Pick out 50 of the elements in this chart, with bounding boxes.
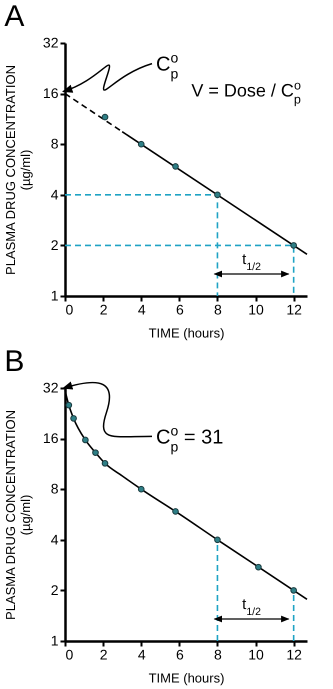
point xyxy=(138,140,145,148)
annotation: C$_{p}$$^{o}$ = 31 xyxy=(156,422,224,454)
x-tick-label: 0 xyxy=(66,302,74,318)
point xyxy=(172,508,179,515)
point xyxy=(138,486,145,493)
point xyxy=(290,587,297,594)
point xyxy=(102,460,108,467)
y-tick-label: 2 xyxy=(50,582,59,598)
point xyxy=(102,114,108,120)
y-tick-label: 1 xyxy=(50,632,59,648)
x-tick-label: 8 xyxy=(214,302,222,318)
y-axis-title: PLASMA DRUG CONCENTRATION (µg/ml) xyxy=(2,65,33,275)
x-axis-title: TIME (hours) xyxy=(148,670,224,686)
y-tick-label: 16 xyxy=(42,85,59,102)
y-tick-label: 32 xyxy=(42,34,59,50)
x-tick-label: 12 xyxy=(286,646,302,662)
chart-title: A xyxy=(4,0,24,33)
annotation: t$_{1/2}$ xyxy=(242,596,262,618)
y-tick-label: 8 xyxy=(50,480,59,497)
x-tick-label: 2 xyxy=(100,646,108,662)
point xyxy=(82,436,89,444)
point xyxy=(70,415,77,422)
x-tick-label: 8 xyxy=(214,646,222,662)
y-tick-label: 8 xyxy=(50,136,59,152)
x-tick-label: 4 xyxy=(138,646,146,662)
point xyxy=(255,564,262,570)
y-tick-label: 16 xyxy=(42,430,59,446)
annotation: t$_{1/2}$ xyxy=(242,251,262,273)
y-tick-label: 4 xyxy=(50,186,59,202)
y-tick-label: 2 xyxy=(50,236,59,253)
x-tick-label: 6 xyxy=(176,302,184,318)
x-tick-label: 6 xyxy=(176,646,184,662)
y-axis-title: PLASMA DRUG CONCENTRATION (µg/ml) xyxy=(2,410,33,620)
point xyxy=(214,191,221,198)
x-axis-title: TIME (hours) xyxy=(148,326,224,340)
y-tick-label: 32 xyxy=(42,380,59,396)
x-tick-label: 2 xyxy=(100,302,108,318)
point xyxy=(65,402,72,408)
chart-title: B xyxy=(4,345,24,378)
x-tick-label: 10 xyxy=(248,646,264,662)
y-tick-label: 4 xyxy=(50,531,59,548)
point xyxy=(214,536,221,544)
point xyxy=(92,449,99,456)
x-tick-label: 12 xyxy=(286,302,302,318)
y-tick-label: 1 xyxy=(50,288,59,304)
point xyxy=(172,163,179,170)
x-tick-label: 4 xyxy=(138,302,146,318)
point xyxy=(290,242,297,249)
x-tick-label: 0 xyxy=(66,646,74,662)
x-tick-label: 10 xyxy=(248,302,264,318)
